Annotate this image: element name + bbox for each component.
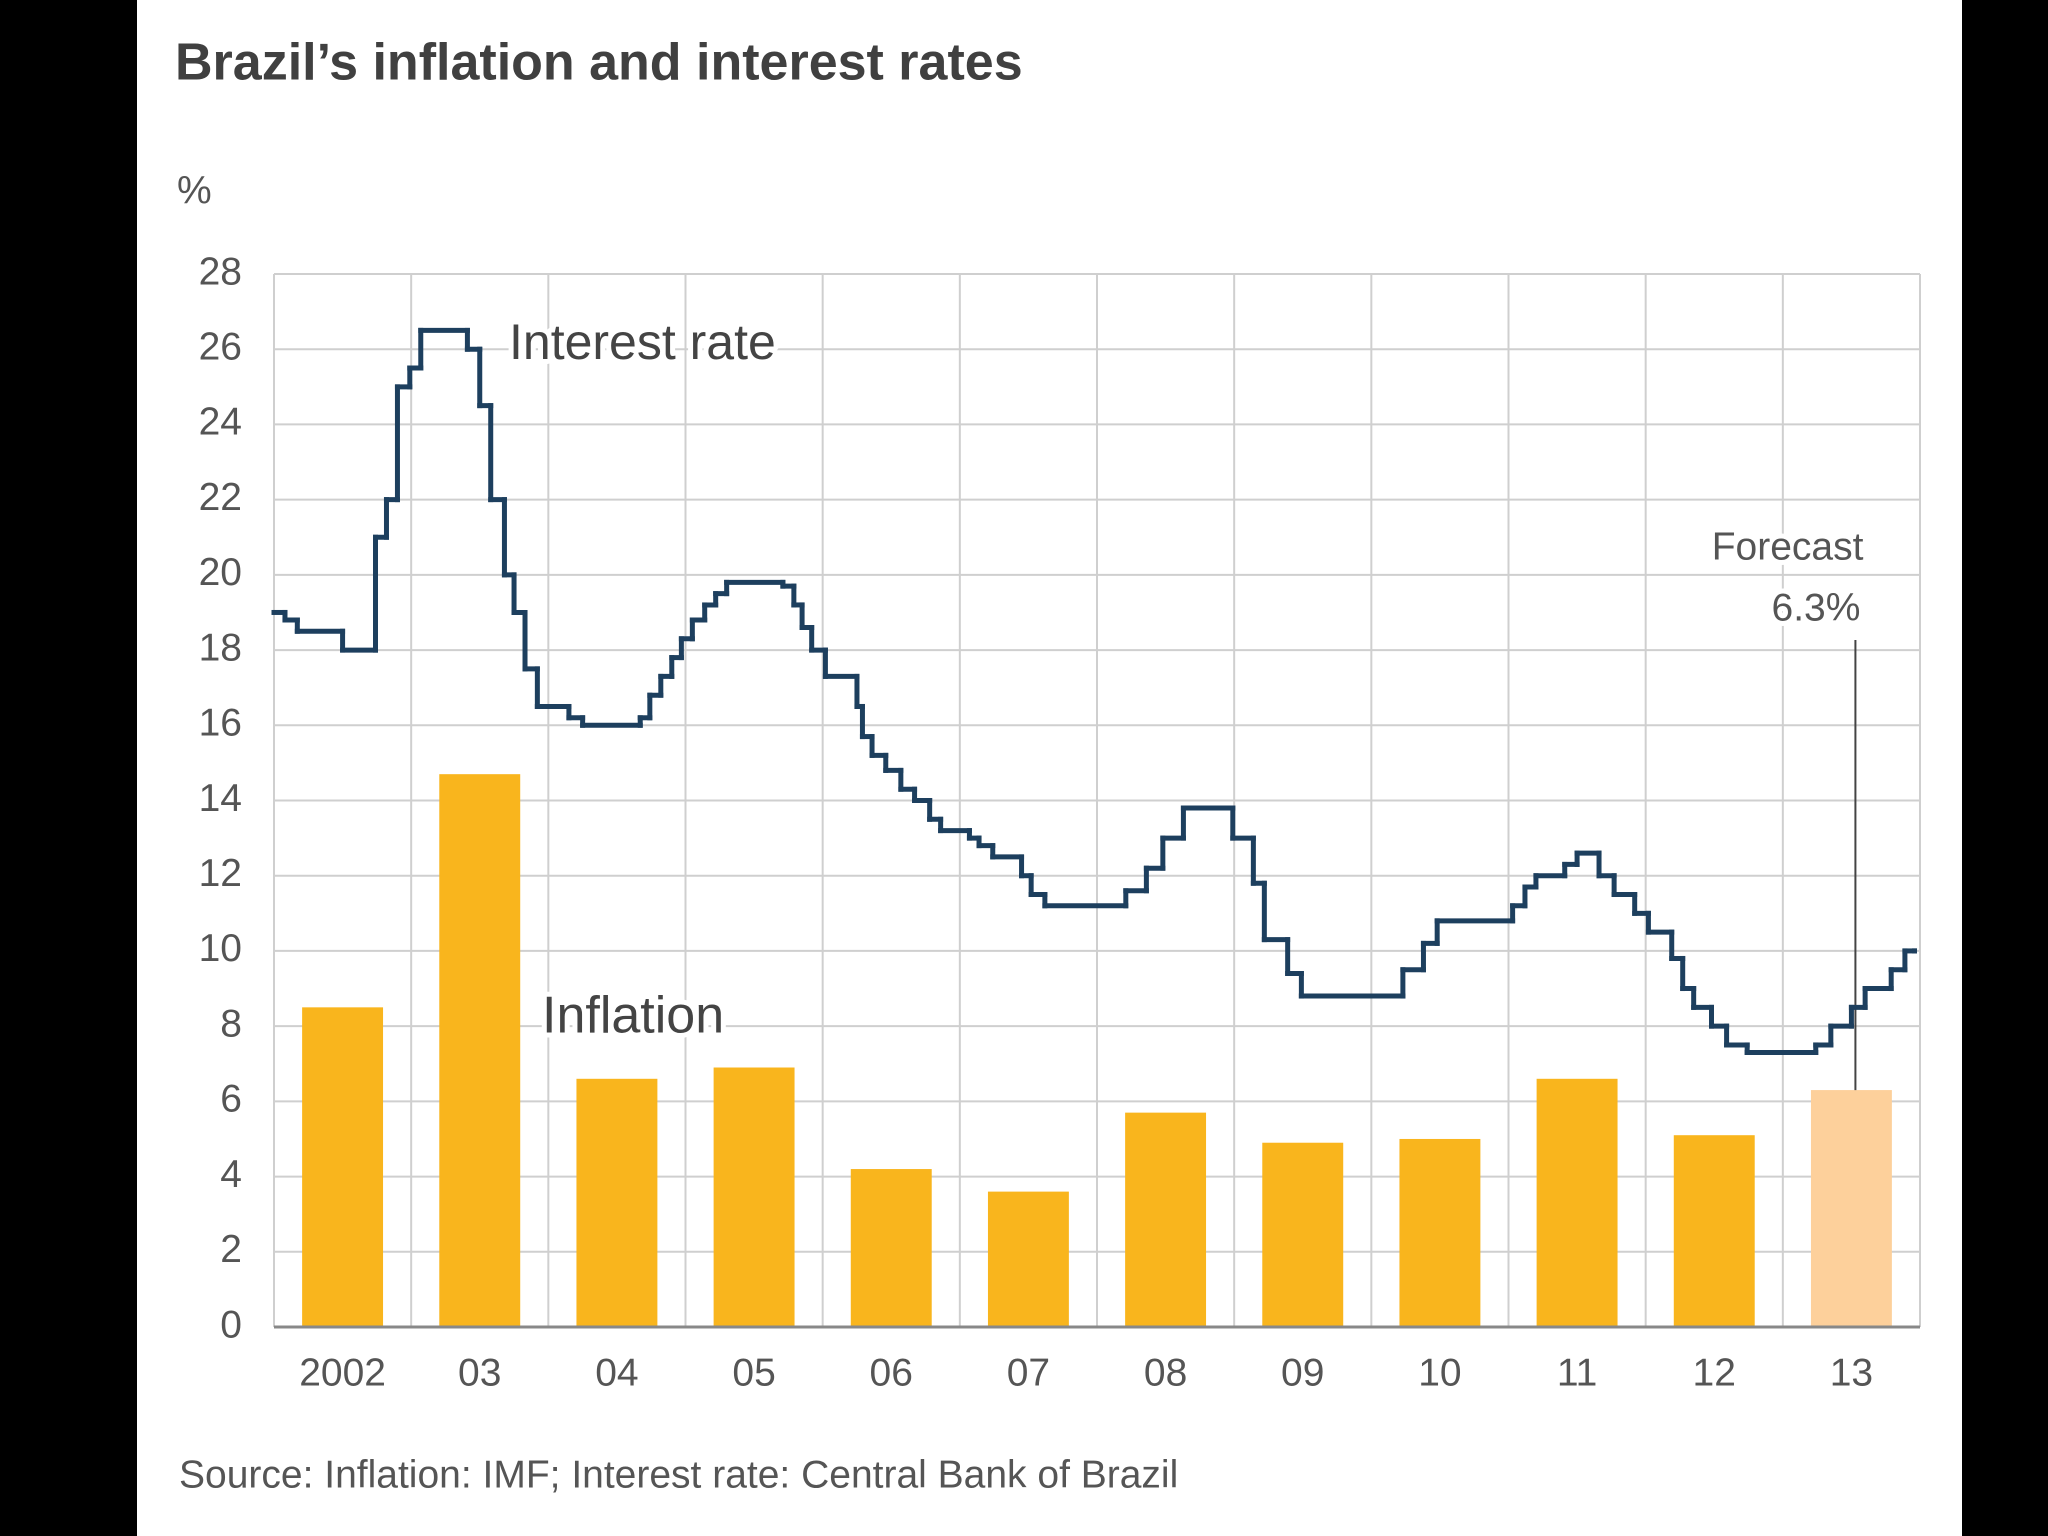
bar: [987, 1191, 1069, 1327]
x-tick-label: 05: [732, 1351, 775, 1394]
x-tick-label: 2002: [299, 1351, 386, 1394]
bar: [1399, 1138, 1481, 1327]
y-tick-label: 26: [199, 326, 242, 369]
y-tick-label: 20: [199, 551, 242, 594]
source: Source: Inflation: IMF; Interest rate: C…: [179, 1453, 1178, 1496]
bar: [713, 1067, 795, 1327]
y-axis-label: %: [177, 169, 212, 212]
bar: [1536, 1078, 1618, 1327]
y-tick-label: 10: [199, 927, 242, 970]
y-tick-label: 4: [220, 1153, 242, 1196]
series-label: Interest rate: [509, 314, 776, 370]
bar: [576, 1078, 658, 1327]
annotation: Forecast: [1712, 525, 1864, 568]
x-tick-label: 03: [458, 1351, 501, 1394]
y-tick-label: 6: [220, 1078, 242, 1121]
bar: [850, 1169, 932, 1327]
y-tick-label: 2: [220, 1228, 242, 1271]
y-tick-label: 12: [199, 852, 242, 895]
x-tick-label: 06: [870, 1351, 913, 1394]
y-tick-label: 18: [199, 626, 242, 669]
x-tick-label: 04: [595, 1351, 638, 1394]
y-tick-label: 0: [220, 1303, 242, 1346]
bar: [1673, 1135, 1755, 1327]
x-tick-label: 13: [1830, 1351, 1873, 1394]
x-tick-label: 07: [1007, 1351, 1050, 1394]
y-tick-label: 22: [199, 476, 242, 519]
y-tick-label: 24: [199, 401, 242, 444]
x-tick-label: 10: [1418, 1351, 1461, 1394]
y-tick-label: 16: [199, 702, 242, 745]
series-label: Inflation: [542, 987, 724, 1045]
y-tick-label: 28: [199, 250, 242, 293]
y-tick-label: 8: [220, 1002, 242, 1045]
bar: [1262, 1142, 1344, 1327]
bar: [302, 1007, 384, 1327]
bar: [439, 774, 521, 1327]
x-tick-label: 08: [1144, 1351, 1187, 1394]
x-tick-label: 12: [1693, 1351, 1736, 1394]
bar: [1810, 1090, 1892, 1327]
bar: [1125, 1112, 1207, 1327]
x-tick-label: 11: [1557, 1351, 1598, 1394]
value-label: 6.3%: [1772, 586, 1861, 629]
chart-title: Brazil’s inflation and interest rates: [175, 34, 1023, 92]
x-tick-label: 09: [1281, 1351, 1324, 1394]
y-tick-label: 14: [199, 777, 242, 820]
